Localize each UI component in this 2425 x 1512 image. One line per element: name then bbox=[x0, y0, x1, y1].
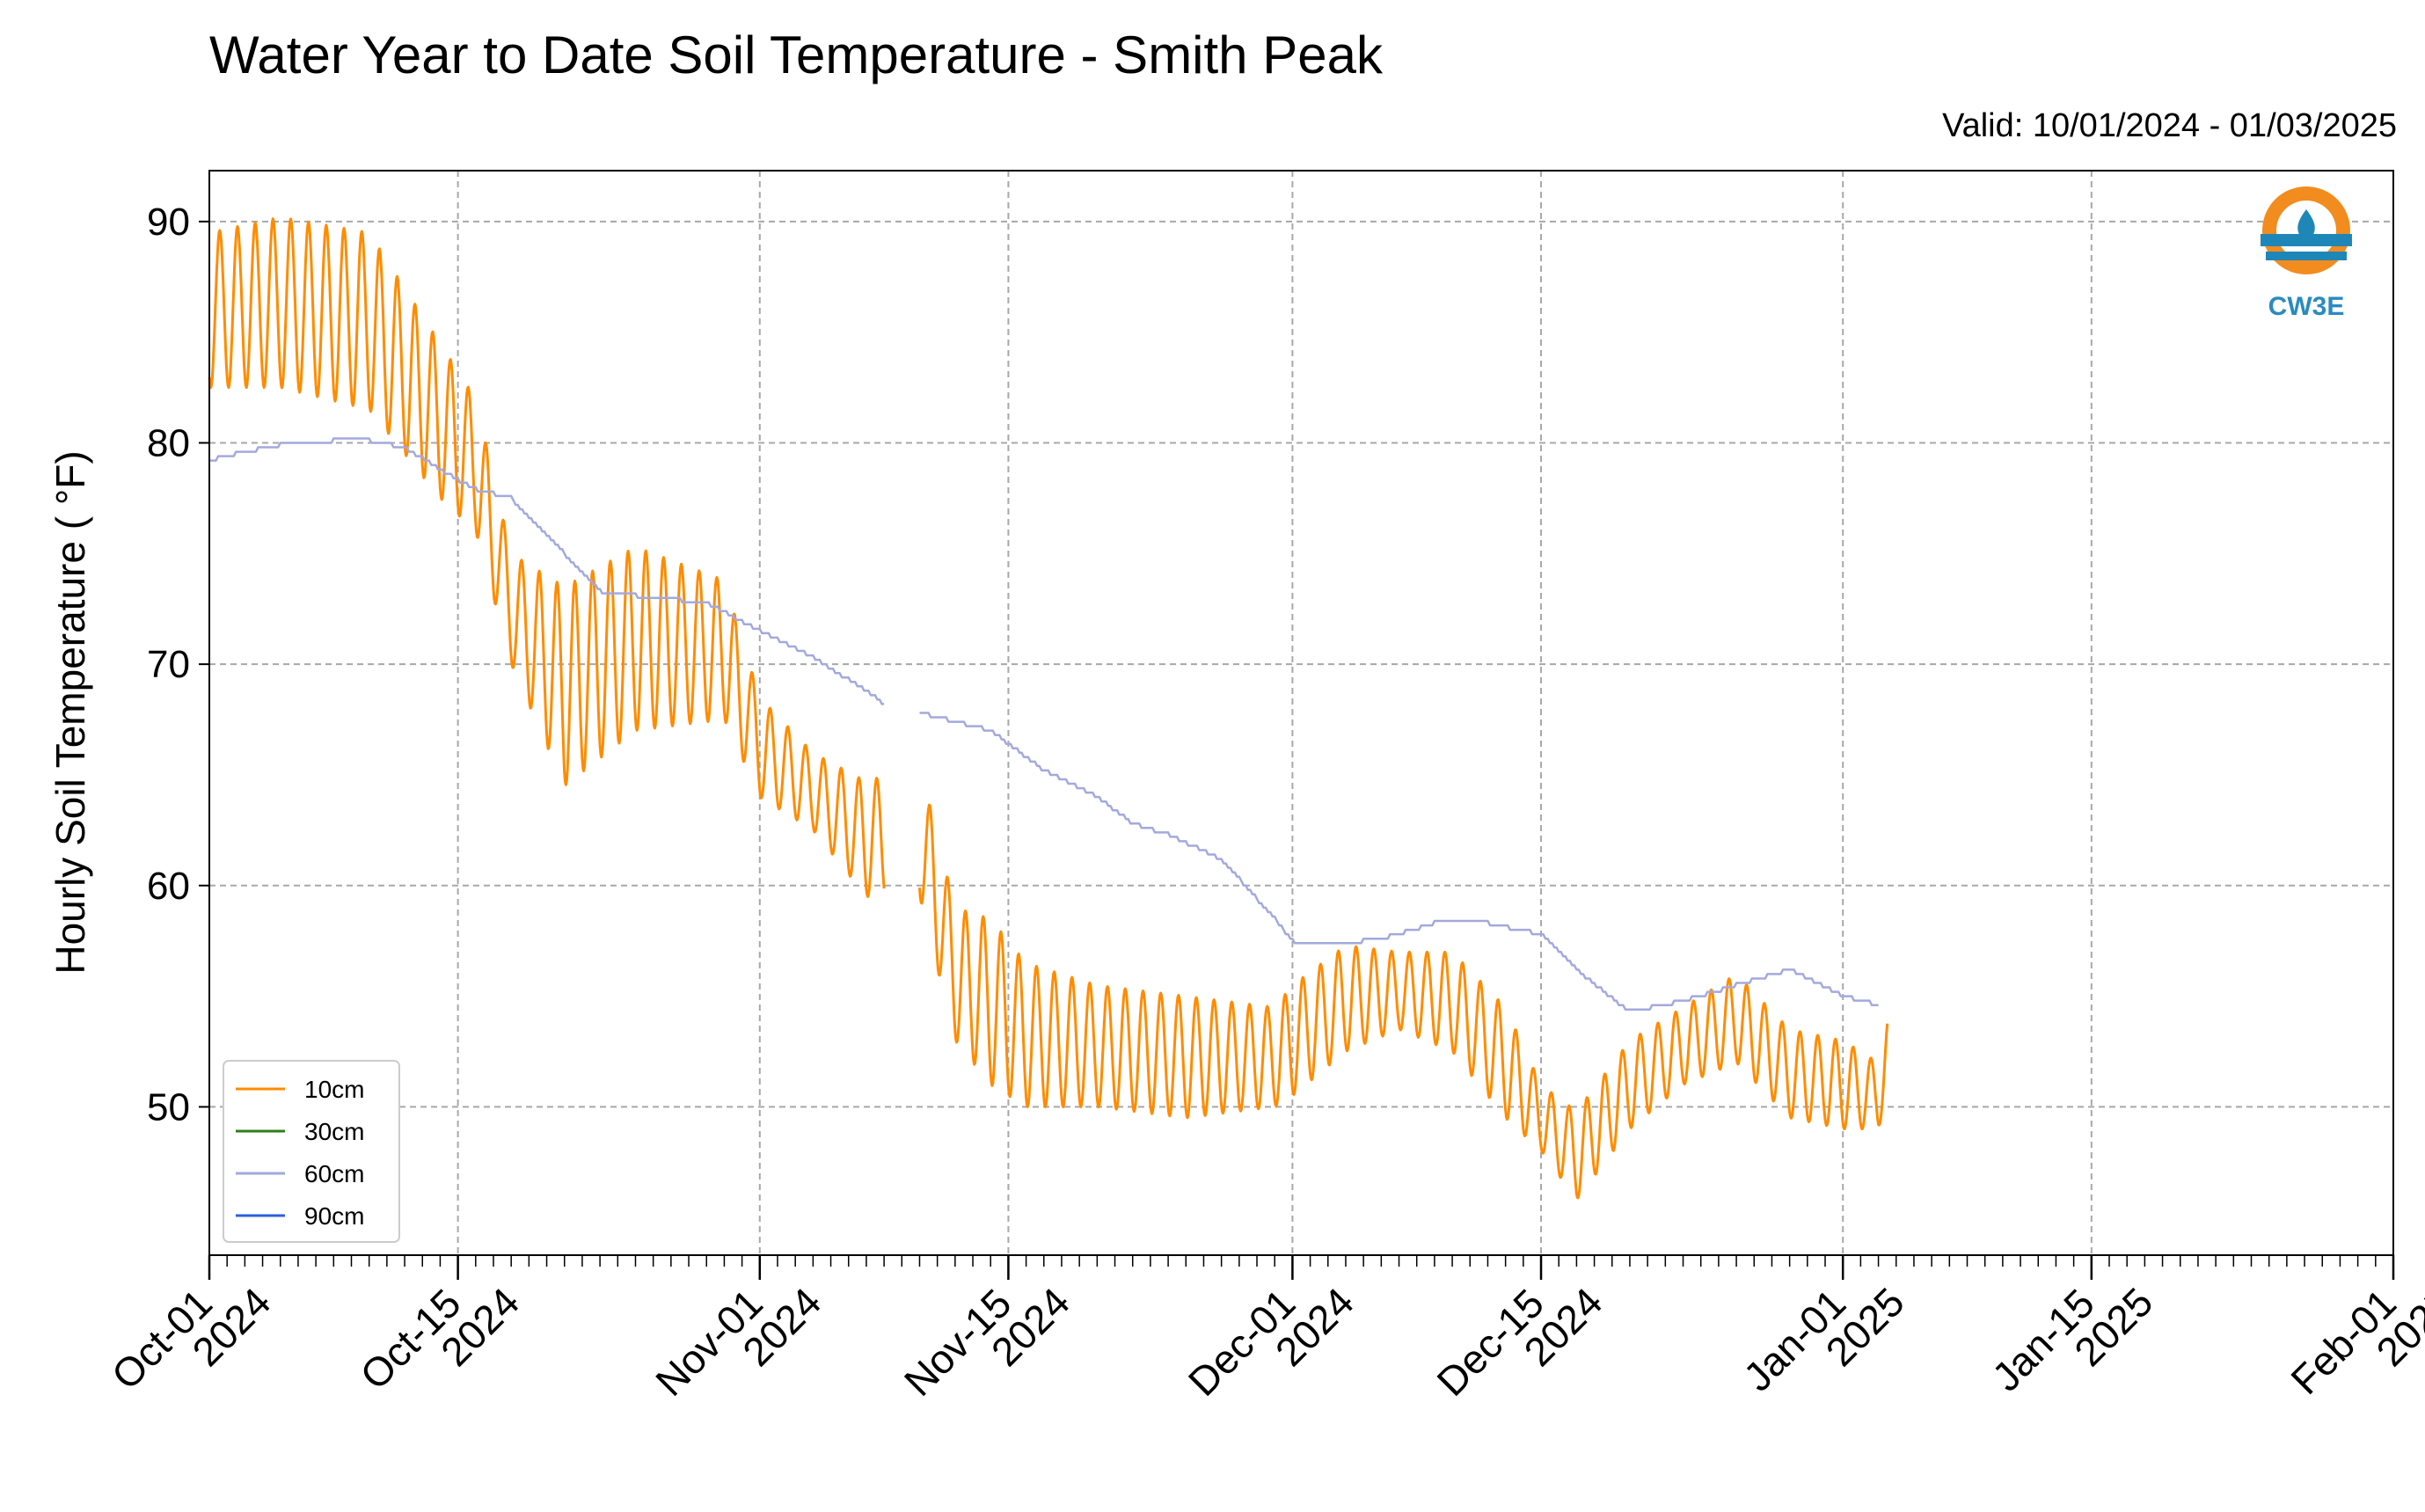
chart-title: Water Year to Date Soil Temperature - Sm… bbox=[209, 26, 1383, 84]
axis-layer: 50 60 70 80 90 Oct-012024 Oct-152024 Nov-012024… bbox=[103, 201, 2425, 1433]
logo-drop-icon bbox=[2297, 209, 2315, 243]
logo-text: CW3E bbox=[2268, 292, 2345, 321]
plot-frame bbox=[208, 170, 2394, 1256]
grid-layer bbox=[209, 171, 2393, 1255]
cw3e-logo: CW3E bbox=[2261, 186, 2352, 321]
x-tick-label: Feb-012025 bbox=[2282, 1250, 2425, 1431]
legend-label-60cm: 60cm bbox=[304, 1160, 364, 1187]
y-tick-label: 90 bbox=[147, 201, 190, 244]
y-tick-label: 80 bbox=[147, 422, 190, 465]
legend: 10cm 30cm 60cm 90cm bbox=[223, 1060, 400, 1243]
y-tick-label: 60 bbox=[147, 865, 190, 908]
x-tick-label: Oct-152024 bbox=[351, 1250, 528, 1427]
legend-label-10cm: 10cm bbox=[304, 1076, 364, 1103]
y-axis-label-text: Hourly Soil Temperature ( °F) bbox=[47, 450, 93, 974]
series-line-10cm bbox=[208, 217, 1889, 1200]
y-axis-label: Hourly Soil Temperature ( °F) bbox=[47, 450, 93, 974]
x-tick-label: Dec-012024 bbox=[1180, 1250, 1362, 1433]
legend-label-90cm: 90cm bbox=[304, 1202, 364, 1230]
x-tick-label: Jan-152025 bbox=[1983, 1250, 2162, 1428]
series-layer bbox=[208, 217, 1889, 1200]
chart-subtitle: Valid: 10/01/2024 - 01/03/2025 bbox=[1942, 107, 2397, 144]
series-line-60cm bbox=[209, 437, 1879, 1011]
y-tick-label: 70 bbox=[147, 643, 190, 686]
legend-label-30cm: 30cm bbox=[304, 1118, 364, 1145]
y-tick-label: 50 bbox=[147, 1085, 190, 1129]
x-tick-label: Oct-012024 bbox=[103, 1250, 280, 1427]
x-tick-label: Dec-152024 bbox=[1428, 1250, 1611, 1433]
legend-box bbox=[223, 1060, 400, 1243]
x-tick-label: Nov-012024 bbox=[646, 1250, 829, 1433]
x-tick-label: Nov-152024 bbox=[895, 1250, 1078, 1433]
x-tick-label: Jan-012025 bbox=[1735, 1250, 1913, 1428]
logo-wave-icon-2 bbox=[2266, 252, 2347, 260]
